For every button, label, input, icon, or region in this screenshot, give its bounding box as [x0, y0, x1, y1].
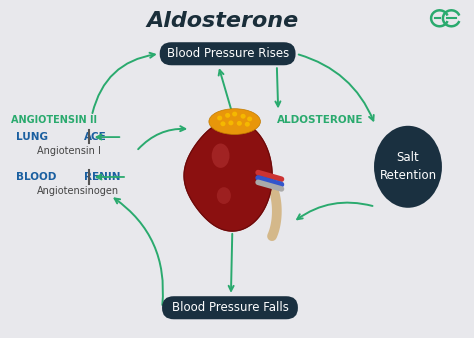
Ellipse shape — [374, 126, 442, 208]
Circle shape — [217, 116, 222, 120]
Circle shape — [232, 112, 237, 117]
FancyBboxPatch shape — [162, 296, 298, 319]
Text: Aldosterone: Aldosterone — [147, 10, 299, 30]
Text: Blood Pressure Falls: Blood Pressure Falls — [172, 301, 288, 314]
Text: Angiotensin I: Angiotensin I — [37, 146, 101, 156]
Circle shape — [245, 122, 250, 127]
Text: ACE: ACE — [84, 132, 107, 142]
Text: Blood Pressure Rises: Blood Pressure Rises — [166, 47, 289, 60]
Text: RENIN: RENIN — [84, 172, 120, 182]
Circle shape — [247, 117, 252, 121]
Ellipse shape — [209, 109, 260, 135]
Circle shape — [225, 113, 230, 118]
Circle shape — [237, 121, 242, 126]
Text: BLOOD: BLOOD — [16, 172, 56, 182]
Text: LUNG: LUNG — [16, 132, 48, 142]
Circle shape — [240, 114, 246, 119]
FancyBboxPatch shape — [160, 42, 296, 65]
Ellipse shape — [217, 187, 231, 204]
Text: ANGIOTENSIN II: ANGIOTENSIN II — [11, 115, 97, 125]
Text: Salt
Retention: Salt Retention — [379, 151, 437, 182]
Text: Angiotensinogen: Angiotensinogen — [37, 186, 119, 196]
Circle shape — [228, 120, 234, 125]
Text: ALDOSTERONE: ALDOSTERONE — [277, 115, 363, 125]
Ellipse shape — [212, 144, 229, 168]
Polygon shape — [184, 120, 272, 231]
Circle shape — [220, 121, 226, 126]
